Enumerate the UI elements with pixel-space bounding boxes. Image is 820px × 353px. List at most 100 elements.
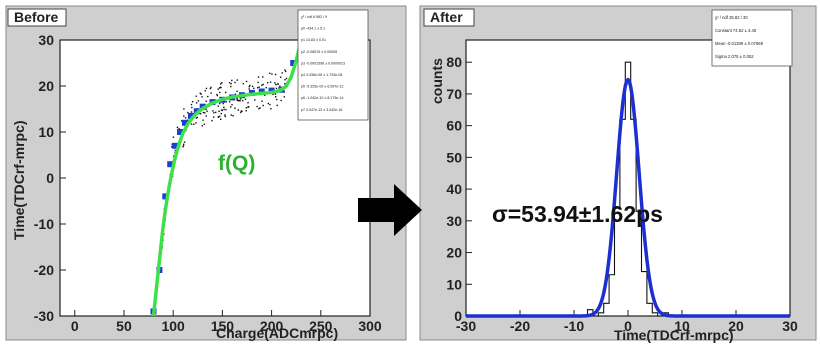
before-scatter-dot [274,93,277,95]
before-scatter-dot [269,72,271,75]
before-scatter-dot [221,82,223,84]
before-scatter-dot [210,92,212,94]
before-scatter-dot [240,98,242,100]
before-scatter-dot [204,112,206,114]
before-scatter-dot [195,102,198,104]
arrow-icon [358,184,422,236]
before-scatter-dot [258,107,260,110]
before-stats-row: p0 -434.1 ± 5.1 [301,27,325,31]
before-stats-box: χ² / ndf 6.982 / 9 p0 -434.1 ± 5.1 p1 13.8… [297,9,369,121]
before-scatter-dot [236,98,238,101]
before-scatter-dot [211,119,213,122]
before-scatter-dot [230,106,232,108]
before-scatter-dot [284,83,286,85]
before-scatter-dot [220,118,222,121]
before-scatter-dot [257,76,260,78]
before-stats-row: p3 -0.0001598 ± 0.0000023 [301,61,345,65]
before-x-tick-label: 50 [116,318,132,334]
before-scatter-dot [174,149,176,152]
after-stats-row: χ² / ndf 25.82 / 30 [715,15,748,20]
before-scatter-dot [228,81,231,84]
before-scatter-dot [272,93,274,96]
before-axes: 0 50 100 150 200 250 300 -30 -20 -10 0 10 20 30 [34,32,382,334]
before-x-tick-label: 300 [358,318,382,334]
before-scatter-dot [197,100,200,102]
before-y-tick-label: 20 [38,78,54,94]
before-scatter-dot [200,93,202,95]
before-scatter-dot [190,103,193,106]
before-scatter-dot [284,69,286,71]
after-x-axis-label: Time(TDCrf-mrpc) [614,327,734,343]
before-scatter-dot [238,99,240,102]
before-scatter-dot [231,103,233,106]
before-profile-point [167,161,174,168]
before-scatter-dot [275,87,278,90]
before-scatter-dot [190,123,193,125]
before-scatter-dot [244,98,247,100]
after-stats-row: Sigma 2.075 ± 0.052 [715,54,754,59]
after-x-tick-label: 30 [782,318,798,334]
after-title: After [430,9,463,25]
after-stats-row: Constant 74.52 ± 3.45 [715,28,757,33]
before-scatter-dot [276,98,278,101]
before-scatter-dot [183,141,186,143]
before-scatter-dot [275,96,277,98]
before-scatter-dot [277,83,279,85]
before-scatter-dot [225,101,228,103]
before-scatter-dot [213,112,215,114]
after-x-tick-label: -10 [564,318,584,334]
after-y-tick-label: 10 [446,276,462,292]
before-stats-row: p1 13.83 ± 0.01 [301,38,326,42]
before-scatter-dot [205,100,207,102]
before-scatter-dot [184,117,187,119]
before-scatter-dot [284,78,286,81]
before-scatter-dot [207,95,209,98]
after-y-axis-label: counts [429,58,445,104]
before-stats-row: p5 -5.325e-09 ± 6.597e-12 [301,85,344,89]
before-scatter-dot [251,85,254,88]
before-scatter-dot [216,94,219,97]
before-title: Before [14,9,59,25]
before-scatter-dot [264,94,266,96]
before-scatter-dot [182,143,185,146]
after-stats-row: Mean -0.01389 ± 0.07669 [715,41,764,46]
after-title-box [423,8,475,27]
before-y-tick-label: 30 [38,32,54,48]
before-y-tick-label: -10 [34,216,54,232]
before-scatter-dot [183,108,185,110]
before-scatter-dot [258,86,260,88]
before-scatter-dot [279,76,282,78]
before-scatter-dot [221,109,223,112]
after-y-tick-label: 50 [446,149,462,165]
before-scatter-dot [245,109,247,112]
before-scatter-dot [215,111,217,114]
before-scatter-dot [202,119,204,121]
after-y-tick-label: 20 [446,245,462,261]
before-scatter-dot [181,120,183,122]
before-scatter-dot [256,105,258,108]
before-scatter-dot [218,110,220,112]
before-scatter-dot [253,87,255,90]
before-scatter-dot [267,102,269,105]
before-scatter-dot [240,111,242,114]
before-scatter-dot [281,72,283,74]
before-scatter-dot [274,73,277,76]
before-scatter-dot [234,93,237,96]
after-data [465,61,791,318]
after-histogram [466,61,790,317]
after-y-tick-label: 30 [446,213,462,229]
before-stats-row: p2 -0.06076 ± 0.00055 [301,50,337,54]
before-scatter-dot [196,116,199,119]
before-y-tick-label: -30 [34,308,54,324]
after-stats-box: χ² / ndf 25.82 / 30 Constant 74.52 ± 3.45… [711,9,793,67]
before-scatter-dot [190,111,193,113]
before-scatter-dot [276,104,278,107]
before-x-tick-label: 200 [260,318,284,334]
before-scatter-dot [195,117,198,119]
before-scatter-dot [176,126,179,129]
before-scatter-dot [279,85,281,87]
before-x-tick-label: 250 [309,318,333,334]
before-scatter-dot [220,86,222,89]
before-scatter-dot [254,99,256,101]
before-x-tick-label: 0 [71,318,79,334]
